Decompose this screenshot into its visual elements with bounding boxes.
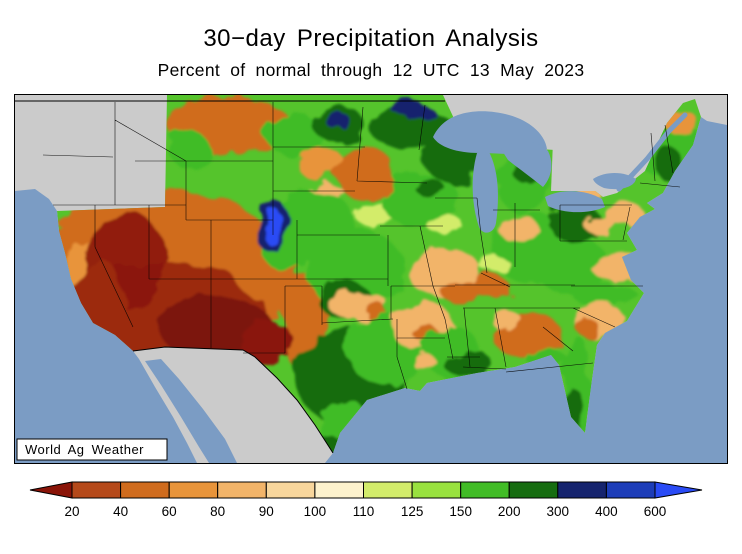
legend-segment (217, 481, 267, 499)
precip-map: World Ag Weather (14, 93, 728, 464)
legend-segment (363, 481, 413, 499)
legend-label: 400 (595, 504, 618, 519)
legend-segment (71, 481, 122, 499)
legend-segment (557, 481, 607, 499)
legend-segment (411, 481, 462, 499)
legend-label: 40 (113, 504, 128, 519)
pacific-ocean (15, 188, 197, 463)
legend-arrow-left (29, 481, 73, 499)
atlantic-gulf-ocean (325, 116, 727, 463)
legend-segment (314, 481, 364, 499)
legend-label: 90 (259, 504, 274, 519)
legend-segment (508, 481, 559, 499)
legend-segment (265, 481, 316, 499)
precip-shading (57, 94, 697, 453)
legend-label: 20 (64, 504, 79, 519)
page-subtitle: Percent of normal through 12 UTC 13 May … (157, 60, 585, 81)
st-lawrence-river (616, 112, 688, 192)
legend-segment (120, 481, 170, 499)
page-title: 30−day Precipitation Analysis (203, 25, 539, 52)
legend-label: 200 (498, 504, 521, 519)
legend-label: 125 (401, 504, 424, 519)
watermark-label: World Ag Weather (25, 442, 144, 457)
legend-segment (168, 481, 219, 499)
legend-label: 60 (162, 504, 177, 519)
legend-label: 80 (210, 504, 225, 519)
legend-label: 100 (304, 504, 327, 519)
legend-label: 600 (644, 504, 667, 519)
legend-arrow-right (654, 481, 703, 499)
gulf-of-california (145, 358, 237, 463)
color-scale-legend: 20 40 60 80 90 100 110 125 150 200 300 4… (29, 481, 703, 519)
legend-label: 110 (353, 504, 375, 519)
legend-label: 300 (547, 504, 570, 519)
state-borders (42, 101, 681, 389)
precipitation-analysis-page: 30−day Precipitation Analysis Percent of… (14, 25, 728, 519)
watermark-box: World Ag Weather (16, 438, 168, 461)
legend-segment (605, 481, 656, 499)
legend-label: 150 (449, 504, 472, 519)
legend-segment (460, 481, 510, 499)
country-borders (15, 100, 445, 453)
